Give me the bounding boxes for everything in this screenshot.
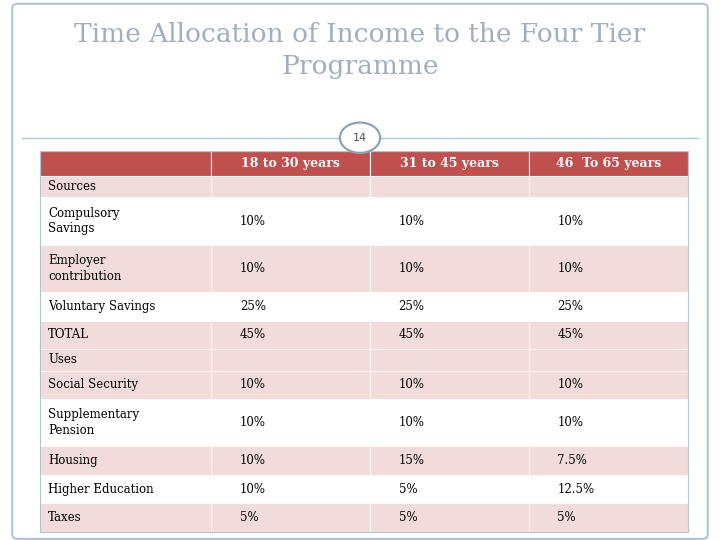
Text: 25%: 25% [557, 300, 583, 313]
Text: 10%: 10% [240, 262, 266, 275]
Bar [528, 292, 688, 321]
Bar [528, 176, 688, 197]
Bar [528, 151, 688, 176]
Bar [212, 197, 370, 245]
Bar [40, 447, 212, 475]
Text: 10%: 10% [240, 483, 266, 496]
Text: TOTAL: TOTAL [48, 328, 89, 341]
Bar [370, 370, 528, 399]
Bar [212, 447, 370, 475]
Text: 10%: 10% [399, 379, 425, 392]
Text: 7.5%: 7.5% [557, 454, 588, 467]
Text: 45%: 45% [240, 328, 266, 341]
Bar [212, 151, 370, 176]
Bar [528, 245, 688, 292]
Bar [40, 349, 212, 370]
Bar [212, 292, 370, 321]
Bar [370, 447, 528, 475]
Bar [40, 399, 212, 447]
Text: Compulsory
Savings: Compulsory Savings [48, 207, 120, 235]
Bar [370, 176, 528, 197]
Bar [40, 475, 212, 503]
Bar [212, 370, 370, 399]
Text: 18 to 30 years: 18 to 30 years [241, 157, 340, 170]
Text: 10%: 10% [240, 214, 266, 227]
Text: Uses: Uses [48, 353, 77, 366]
Bar [40, 151, 688, 532]
Bar [370, 503, 528, 532]
Text: Social Security: Social Security [48, 379, 138, 392]
Text: Supplementary
Pension: Supplementary Pension [48, 408, 140, 437]
Bar [370, 321, 528, 349]
Text: 31 to 45 years: 31 to 45 years [400, 157, 499, 170]
Text: 10%: 10% [399, 262, 425, 275]
Bar [528, 447, 688, 475]
Text: 10%: 10% [399, 416, 425, 429]
Text: 25%: 25% [240, 300, 266, 313]
Text: Time Allocation of Income to the Four Tier
Programme: Time Allocation of Income to the Four Ti… [74, 22, 646, 79]
Bar [528, 370, 688, 399]
Text: 10%: 10% [240, 454, 266, 467]
Text: 15%: 15% [399, 454, 425, 467]
Bar [212, 475, 370, 503]
Text: 10%: 10% [557, 379, 583, 392]
Text: 10%: 10% [557, 416, 583, 429]
Bar [528, 349, 688, 370]
Bar [528, 399, 688, 447]
Text: 5%: 5% [399, 483, 418, 496]
Bar [212, 321, 370, 349]
Bar [212, 176, 370, 197]
Bar [528, 503, 688, 532]
Bar [40, 197, 212, 245]
Bar [40, 176, 212, 197]
Text: 10%: 10% [240, 416, 266, 429]
Bar [212, 245, 370, 292]
Text: Employer
contribution: Employer contribution [48, 254, 122, 283]
Text: Sources: Sources [48, 180, 96, 193]
Bar [40, 292, 212, 321]
Text: 5%: 5% [399, 511, 418, 524]
Bar [528, 475, 688, 503]
Bar [212, 399, 370, 447]
Text: 46  To 65 years: 46 To 65 years [556, 157, 661, 170]
Bar [370, 475, 528, 503]
Text: Taxes: Taxes [48, 511, 82, 524]
Text: 10%: 10% [557, 262, 583, 275]
Bar [40, 321, 212, 349]
Bar [370, 399, 528, 447]
Bar [40, 370, 212, 399]
Circle shape [340, 123, 380, 153]
Text: 25%: 25% [399, 300, 425, 313]
Text: 5%: 5% [240, 511, 258, 524]
Text: 10%: 10% [399, 214, 425, 227]
Text: Housing: Housing [48, 454, 98, 467]
Bar [370, 151, 528, 176]
Bar [40, 245, 212, 292]
Text: 5%: 5% [557, 511, 576, 524]
Bar [370, 292, 528, 321]
Text: 10%: 10% [557, 214, 583, 227]
Bar [528, 321, 688, 349]
Bar [40, 503, 212, 532]
Text: Higher Education: Higher Education [48, 483, 154, 496]
Text: Voluntary Savings: Voluntary Savings [48, 300, 156, 313]
Text: 45%: 45% [557, 328, 583, 341]
Bar [370, 197, 528, 245]
Text: 14: 14 [353, 133, 367, 143]
Text: 45%: 45% [399, 328, 425, 341]
Bar [370, 245, 528, 292]
Bar [370, 349, 528, 370]
Text: 10%: 10% [240, 379, 266, 392]
Bar [528, 197, 688, 245]
Text: 12.5%: 12.5% [557, 483, 595, 496]
Bar [212, 349, 370, 370]
Bar [212, 503, 370, 532]
Bar [40, 151, 212, 176]
